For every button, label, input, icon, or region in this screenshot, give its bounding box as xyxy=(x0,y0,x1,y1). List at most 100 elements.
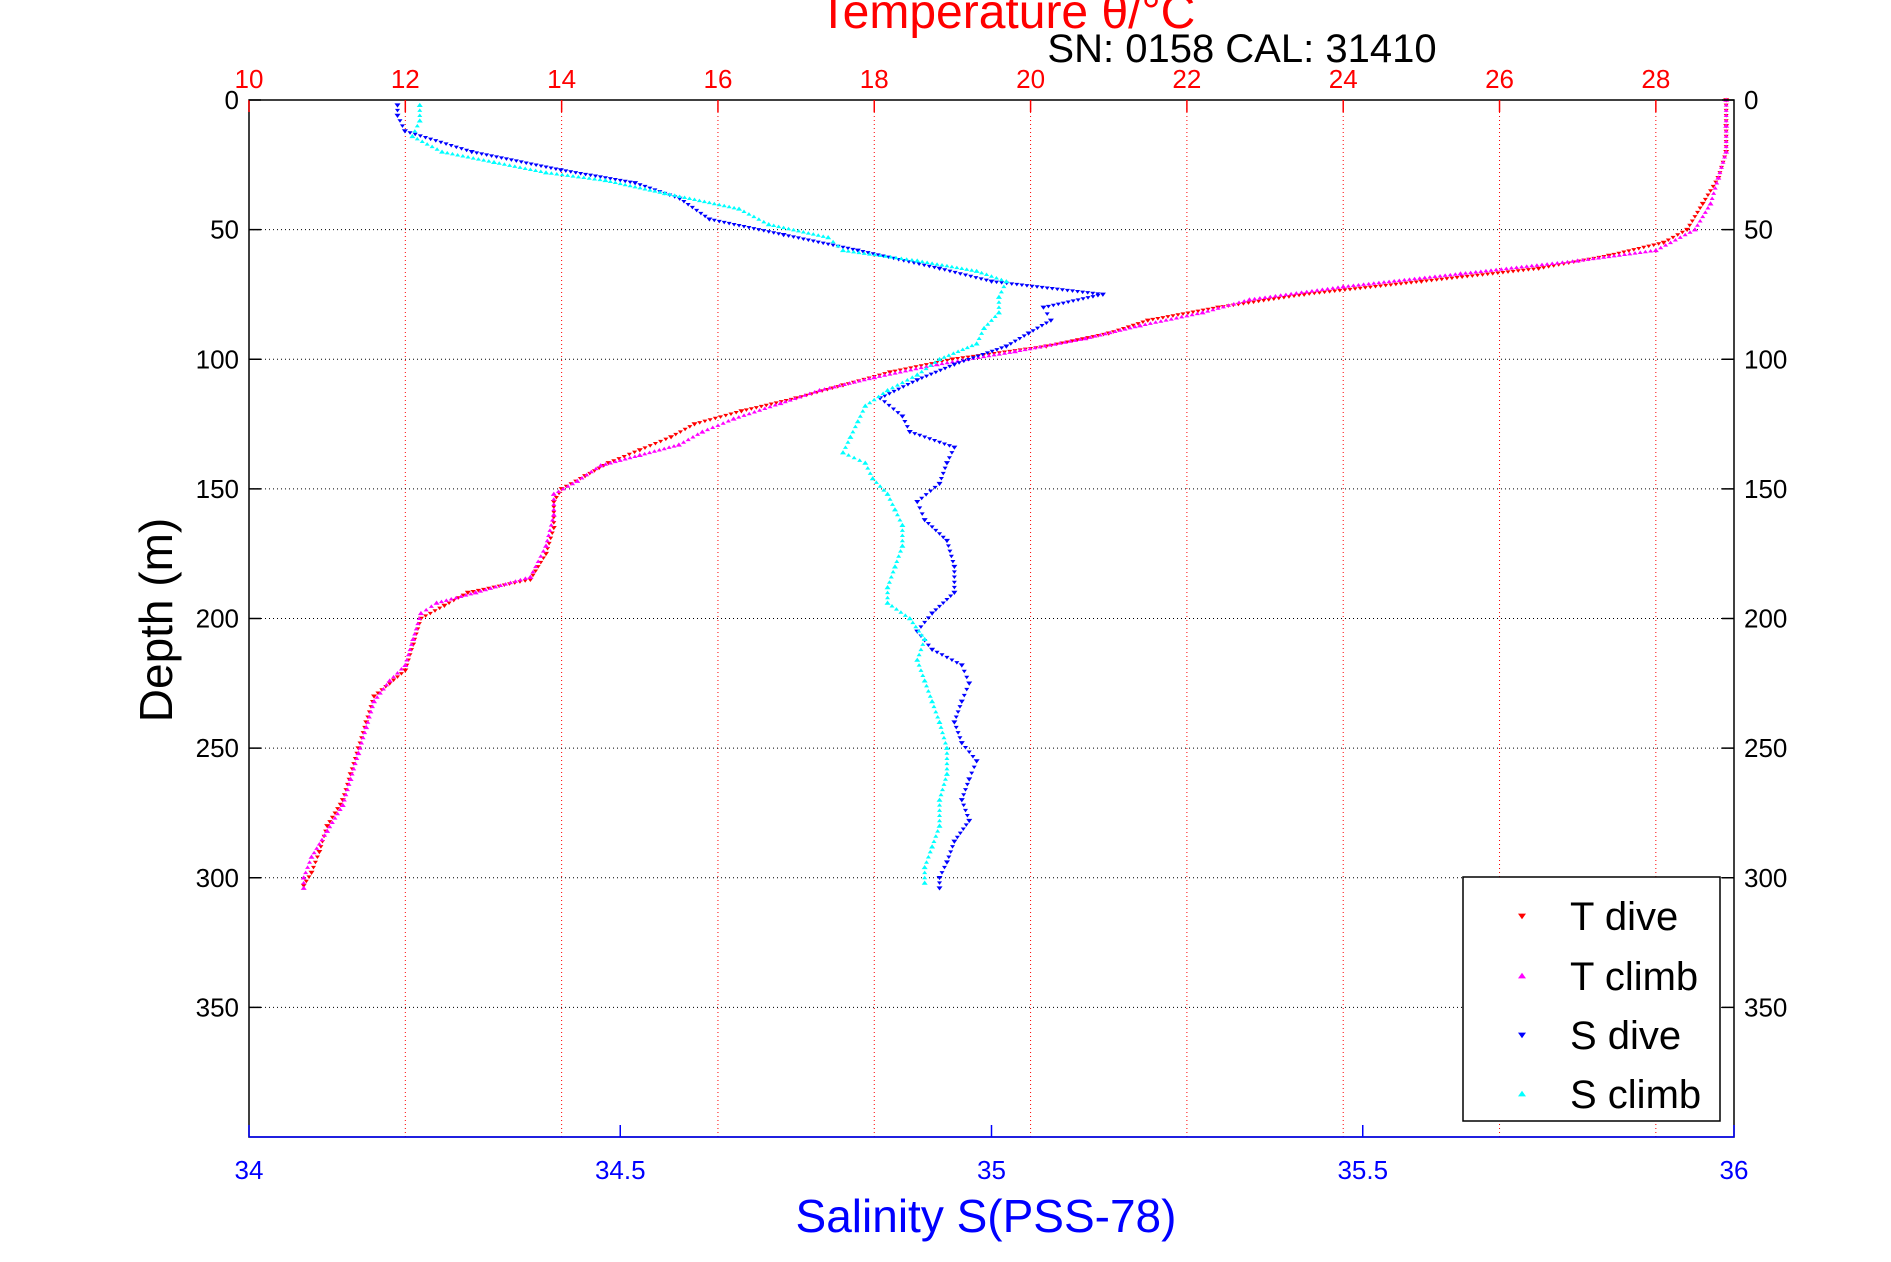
data-point-t-dive xyxy=(1490,272,1496,276)
data-point-s-dive xyxy=(756,228,762,232)
data-point-s-climb xyxy=(996,300,1002,304)
data-point-t-dive xyxy=(332,811,338,815)
data-point-t-climb xyxy=(1199,310,1206,315)
data-point-s-dive xyxy=(399,124,405,128)
data-point-t-dive xyxy=(1702,197,1708,202)
data-point-s-climb xyxy=(989,318,994,322)
data-point-t-dive xyxy=(375,691,381,696)
data-point-s-climb xyxy=(825,235,832,240)
data-point-t-climb xyxy=(782,399,788,404)
data-point-s-climb xyxy=(924,860,930,864)
data-point-s-dive xyxy=(925,616,931,620)
data-point-s-dive xyxy=(721,220,727,225)
data-point-s-dive xyxy=(443,142,449,146)
data-point-s-climb xyxy=(726,204,732,209)
temperature-tick-label: 22 xyxy=(1172,64,1201,94)
data-point-t-climb xyxy=(1711,191,1717,195)
data-point-s-climb xyxy=(835,244,841,248)
data-point-t-climb xyxy=(913,366,919,371)
data-point-s-dive xyxy=(890,407,896,412)
data-point-s-climb xyxy=(449,151,455,156)
data-point-t-climb xyxy=(332,816,338,820)
data-point-t-climb xyxy=(1574,258,1581,263)
data-point-s-climb xyxy=(923,366,929,371)
data-point-s-climb xyxy=(946,353,952,357)
data-point-t-climb xyxy=(300,875,307,880)
data-point-t-dive xyxy=(1646,244,1652,249)
data-point-t-dive xyxy=(1155,317,1161,321)
data-point-t-climb xyxy=(1714,180,1720,185)
data-point-s-dive xyxy=(917,506,923,510)
data-point-s-climb xyxy=(921,880,928,885)
data-point-t-dive xyxy=(728,412,734,416)
data-point-s-dive xyxy=(702,214,708,219)
data-point-t-climb xyxy=(463,593,469,597)
x-axis-label: Salinity S(PSS-78) xyxy=(796,1190,1177,1242)
data-point-s-dive xyxy=(395,108,400,113)
data-point-t-dive xyxy=(632,450,638,455)
data-point-s-climb xyxy=(869,476,876,481)
data-point-t-climb xyxy=(584,472,590,477)
data-point-s-climb xyxy=(412,129,418,133)
data-point-s-dive xyxy=(830,243,836,248)
data-point-s-climb xyxy=(899,380,905,385)
data-point-s-dive xyxy=(988,279,995,284)
data-point-t-climb xyxy=(1637,250,1643,254)
data-point-s-climb xyxy=(687,196,693,201)
data-point-s-dive xyxy=(1064,288,1070,293)
data-point-s-climb xyxy=(920,642,926,646)
data-point-s-climb xyxy=(533,168,539,173)
data-point-s-dive xyxy=(942,268,948,272)
data-point-s-climb xyxy=(491,159,498,165)
data-point-t-dive xyxy=(697,421,703,425)
data-point-s-dive xyxy=(422,135,428,140)
data-point-s-dive xyxy=(934,650,940,655)
data-point-s-climb xyxy=(810,232,816,236)
data-point-t-climb xyxy=(871,374,878,380)
data-point-s-climb xyxy=(913,624,919,629)
data-point-t-climb xyxy=(866,376,872,381)
data-point-s-climb xyxy=(993,276,999,280)
data-point-t-climb xyxy=(498,583,504,588)
data-point-s-dive xyxy=(886,392,892,396)
data-point-t-climb xyxy=(1570,259,1576,263)
data-point-t-dive xyxy=(1175,313,1181,317)
data-point-t-climb xyxy=(1452,272,1458,276)
data-point-s-climb xyxy=(998,289,1004,294)
data-point-t-dive xyxy=(1651,243,1657,247)
data-point-s-climb xyxy=(944,761,950,766)
data-point-t-climb xyxy=(369,704,375,709)
data-point-s-dive xyxy=(961,693,967,698)
data-point-s-climb xyxy=(933,709,939,714)
data-point-t-climb xyxy=(538,554,544,558)
data-point-t-climb xyxy=(1601,255,1607,259)
temperature-tick-label: 26 xyxy=(1485,64,1514,94)
data-point-t-dive xyxy=(944,358,950,363)
data-point-t-climb xyxy=(797,394,803,399)
data-point-s-climb xyxy=(867,471,873,475)
data-point-t-climb xyxy=(642,451,648,456)
data-point-t-dive xyxy=(402,668,409,673)
data-point-t-climb xyxy=(944,360,950,365)
data-point-t-climb xyxy=(607,460,613,465)
data-point-t-dive xyxy=(460,593,466,598)
data-point-t-dive xyxy=(1692,215,1698,219)
data-point-t-climb xyxy=(1642,249,1648,254)
data-point-t-climb xyxy=(1544,262,1550,266)
data-point-s-dive xyxy=(951,839,958,844)
data-point-s-climb xyxy=(880,391,886,395)
data-point-s-dive xyxy=(484,153,490,157)
data-point-t-dive xyxy=(549,531,555,535)
data-point-s-dive xyxy=(845,246,851,251)
data-point-s-dive xyxy=(1003,344,1010,349)
data-point-s-climb xyxy=(899,538,905,543)
data-point-s-climb xyxy=(937,803,943,807)
data-point-t-dive xyxy=(668,435,675,440)
data-point-t-dive xyxy=(1261,299,1267,303)
data-point-t-dive xyxy=(1256,299,1262,304)
data-point-s-dive xyxy=(528,162,534,166)
data-point-s-dive xyxy=(916,262,922,266)
data-point-t-climb xyxy=(391,674,397,679)
data-point-s-climb xyxy=(746,212,752,216)
data-point-s-dive xyxy=(927,437,933,441)
